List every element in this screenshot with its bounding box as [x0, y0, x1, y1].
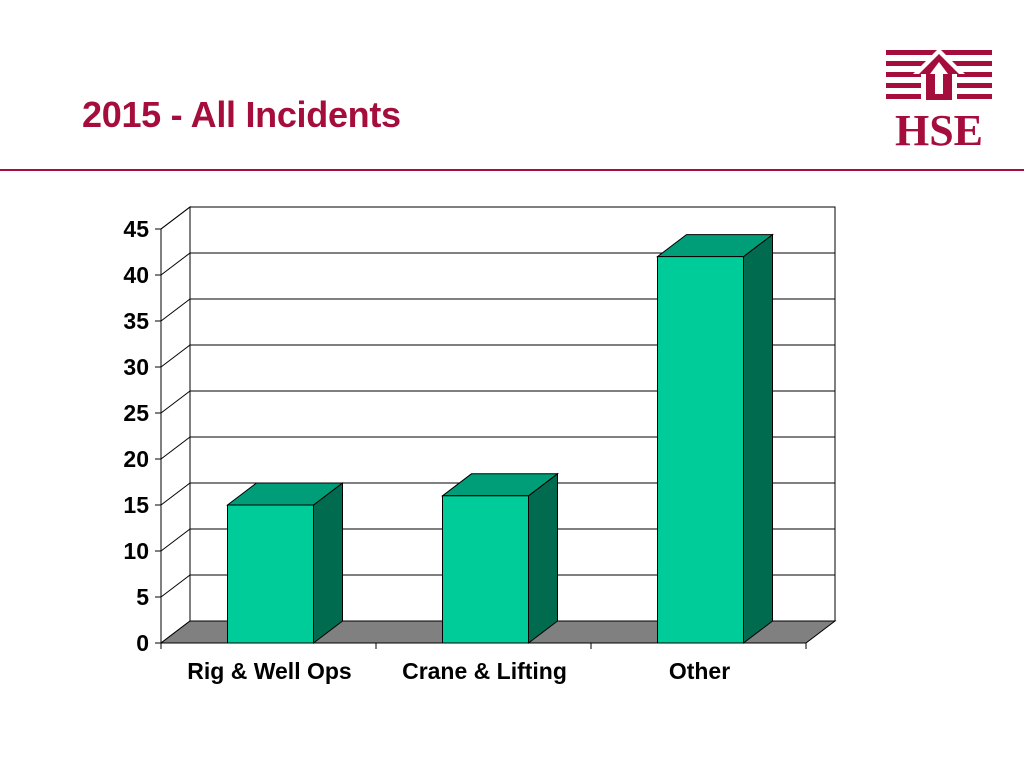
bar-side: [313, 481, 343, 645]
x-category-label: Other: [669, 658, 730, 684]
title-divider: [0, 169, 1024, 171]
hse-logo: HSE: [886, 48, 992, 148]
gridline-side: [160, 482, 191, 506]
hse-house-icon: [886, 48, 992, 102]
gridline-side: [160, 390, 191, 414]
bar: [227, 504, 314, 644]
gridline-side: [160, 252, 191, 276]
bar-side: [528, 472, 558, 645]
bar: [442, 495, 529, 644]
x-category-label: Rig & Well Ops: [187, 658, 351, 684]
y-tick-label: 15: [123, 492, 149, 518]
y-tick-label: 35: [123, 308, 149, 334]
y-tick-label: 45: [123, 216, 149, 242]
gridline-side: [160, 344, 191, 368]
gridline-side: [160, 528, 191, 552]
bar: [657, 256, 744, 644]
plot-side-wall: [160, 205, 191, 645]
y-tick-label: 10: [123, 538, 149, 564]
x-category-label: Crane & Lifting: [402, 658, 567, 684]
y-tick-label: 30: [123, 354, 149, 380]
bar-side: [743, 233, 773, 645]
y-tick-label: 20: [123, 446, 149, 472]
gridline-side: [160, 298, 191, 322]
slide-title: 2015 - All Incidents: [82, 94, 401, 135]
gridline-side: [160, 574, 191, 598]
y-tick-label: 5: [136, 584, 149, 610]
y-tick-label: 25: [123, 400, 149, 426]
gridline-side: [160, 436, 191, 460]
y-tick-label: 0: [136, 630, 149, 656]
gridline-side: [160, 206, 191, 230]
hse-logo-text: HSE: [895, 106, 983, 148]
y-tick-label: 40: [123, 262, 149, 288]
